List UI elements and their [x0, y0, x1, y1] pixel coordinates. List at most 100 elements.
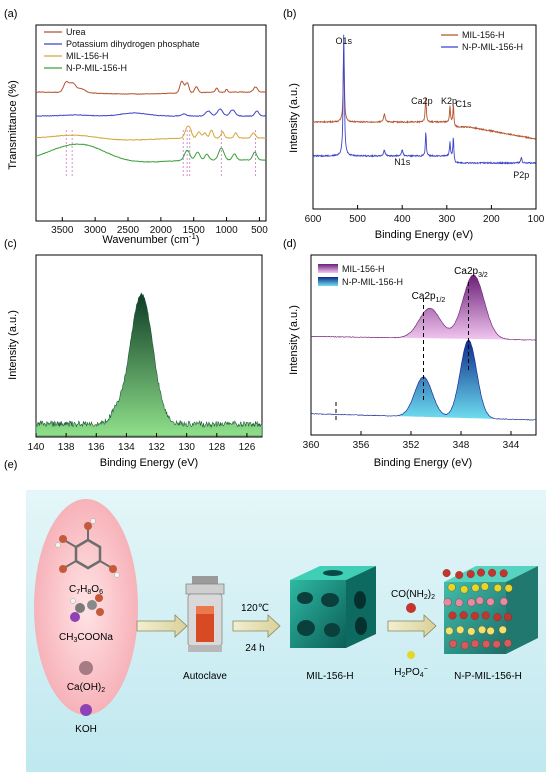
a-tick-label-1500: 1500	[183, 225, 206, 236]
b-tick-label-200: 200	[483, 214, 500, 225]
panel-a-ylabel: Transmittance (%)	[7, 80, 19, 169]
d-tick-label-344: 344	[503, 440, 520, 451]
panel-d-dashed-markers	[335, 282, 469, 420]
c-tick-label-128: 128	[208, 442, 225, 453]
dopant-sphere	[449, 639, 458, 648]
dopant-sphere	[486, 597, 495, 606]
d-peak-label-1: Ca2p3/2	[454, 266, 488, 279]
b-tick-label-400: 400	[394, 214, 411, 225]
panel-c-frame	[35, 254, 263, 438]
dopant-sphere	[478, 625, 487, 634]
a-legend-text-kh2po4: Potassium dihydrogen phosphate	[66, 39, 200, 49]
c-area-peak	[35, 292, 263, 437]
panel-b-series	[312, 34, 536, 165]
dopant-sphere	[504, 584, 513, 593]
b-tick-label-100: 100	[528, 214, 545, 225]
d-area-mil	[311, 274, 536, 341]
koh-icon	[80, 704, 92, 716]
dopant-sphere	[460, 641, 469, 650]
dopant-sphere	[455, 598, 464, 607]
a-series-urea	[35, 80, 267, 95]
a-series-kh2po4	[36, 108, 267, 117]
autoclave-label: Autoclave	[183, 671, 227, 682]
dopant-sphere	[456, 625, 465, 634]
a-series-mil	[35, 125, 267, 141]
n-p-mil-156-h-label: N-P-MIL-156-H	[454, 671, 522, 682]
b-tick-label-600: 600	[305, 214, 322, 225]
dopant-sphere	[503, 639, 512, 648]
panel-a-frame	[35, 24, 267, 222]
panel-c-x-ticks: 140 138 136 134 132 130 128 126	[28, 433, 256, 453]
d-area-np	[311, 339, 536, 421]
arrow-to-autoclave	[136, 614, 188, 638]
panel-e-label: (e)	[4, 459, 17, 471]
b-annot-K2p: K2p	[441, 96, 457, 106]
panel-a-label: (a)	[4, 8, 17, 20]
reagent-caoh2: Ca(OH)2	[67, 682, 105, 694]
dopant-sphere	[493, 584, 502, 592]
dopant-sphere	[475, 596, 484, 605]
panel-c-area	[35, 292, 263, 437]
dopant-sphere	[480, 582, 489, 591]
panel-b-legend: MIL-156-H N-P-MIL-156-H	[441, 30, 523, 52]
dopant-sphere	[443, 598, 452, 607]
dopant-sphere	[499, 597, 508, 606]
panel-d-legend: MIL-156-H N-P-MIL-156-H	[318, 264, 403, 287]
dopant-sphere	[470, 611, 479, 620]
mil-156-h-label: MIL-156-H	[306, 671, 353, 682]
c-tick-label-132: 132	[148, 442, 165, 453]
panel-b-x-ticks: 600 500 400 300 200 100	[305, 205, 545, 225]
panel-b-xlabel: Binding Energy (eV)	[375, 229, 473, 241]
autoclave-icon	[185, 576, 225, 652]
d-legend-text-0: MIL-156-H	[342, 264, 385, 274]
c-tick-label-138: 138	[58, 442, 75, 453]
dopant-sphere	[499, 569, 508, 578]
d-legend-swatch-1	[318, 277, 338, 286]
dopant-sphere	[498, 625, 507, 634]
dopant-sphere	[448, 611, 457, 620]
d-tick-label-348: 348	[453, 440, 470, 451]
dopant-sphere	[467, 627, 476, 636]
dopant-sphere	[486, 626, 495, 635]
dopant-sphere	[467, 598, 476, 607]
dopant-sphere	[482, 640, 491, 649]
a-legend-text-mil: MIL-156-H	[66, 51, 109, 61]
condition-temperature: 120℃	[241, 603, 269, 614]
dopant-sphere	[488, 568, 497, 577]
b-annot-P2p: P2p	[513, 170, 529, 180]
panel-e-scheme: (e) C7H8O6 CH3COONa	[4, 459, 546, 772]
trihydroxy-molecule-icon	[55, 518, 120, 578]
a-tick-label-1000: 1000	[215, 225, 238, 236]
b-legend-text-1: N-P-MIL-156-H	[462, 42, 523, 52]
panel-d: (d) Intensity (a.u.) Ca2p1/2 Ca2p3/2 MIL-…	[283, 238, 537, 469]
a-series-np	[35, 143, 267, 163]
reagent-koh: KOH	[75, 724, 97, 735]
b-legend-text-0: MIL-156-H	[462, 30, 505, 40]
c-tick-label-140: 140	[28, 442, 45, 453]
arrow-to-np-mil	[387, 614, 437, 638]
panel-b-ylabel: Intensity (a.u.)	[288, 83, 300, 153]
c-tick-label-126: 126	[239, 442, 256, 453]
b-tick-label-300: 300	[438, 214, 455, 225]
b-annot-C1s: C1s	[455, 99, 472, 109]
panel-a-xlabel: Wavenumber (cm-1)	[102, 232, 199, 246]
panel-b-label: (b)	[283, 8, 296, 20]
phosphate-sphere-icon	[407, 651, 415, 659]
a-tick-label-2000: 2000	[150, 225, 173, 236]
panel-a-dashed-markers	[65, 130, 256, 178]
additive-urea: CO(NH2)2	[391, 589, 435, 601]
dopant-sphere	[455, 571, 464, 579]
dopant-sphere	[459, 611, 468, 620]
panel-d-frame	[310, 254, 537, 436]
mil-156-h-cube-icon	[290, 566, 376, 648]
d-tick-label-360: 360	[303, 440, 320, 451]
panel-c: (c) Intensity (a.u.) 140 138 136 134 132 130 1…	[4, 238, 263, 469]
dopant-sphere	[445, 626, 454, 635]
a-tick-label-3500: 3500	[51, 225, 74, 236]
dopant-sphere	[492, 640, 501, 649]
b-annot-O1s: O1s	[336, 36, 353, 46]
b-annot-N1s: N1s	[394, 157, 411, 167]
d-legend-swatch-0	[318, 264, 338, 273]
c-tick-label-130: 130	[178, 442, 195, 453]
dopant-sphere	[477, 568, 485, 577]
